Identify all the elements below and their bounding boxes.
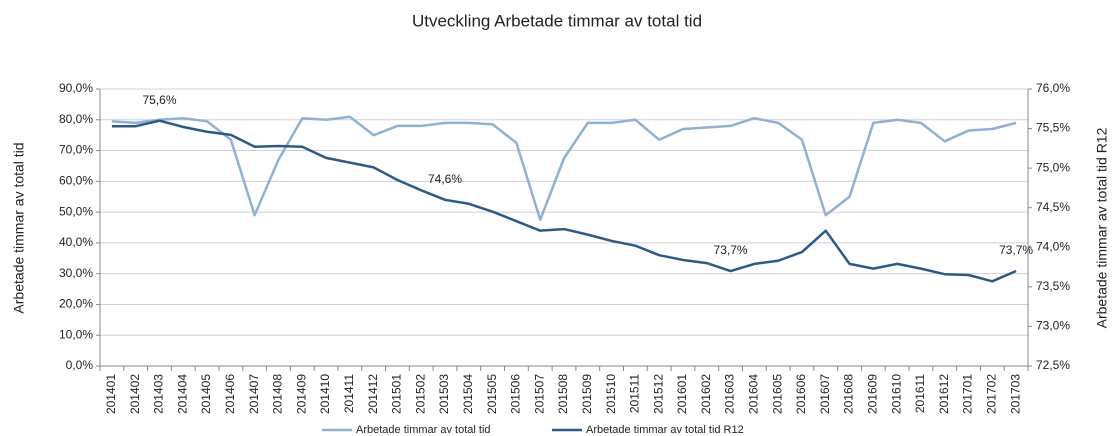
y-tick-label: 10,0%: [59, 327, 93, 341]
x-tick-label: 201701: [961, 374, 975, 414]
x-tick-label: 201609: [866, 374, 880, 414]
data-label: 73,7%: [714, 243, 748, 257]
y2-tick-label: 72,5%: [1036, 358, 1070, 372]
data-label: 75,6%: [142, 93, 176, 107]
x-tick-label: 201601: [675, 374, 689, 414]
x-tick-label: 201404: [175, 374, 189, 414]
x-tick-label: 201401: [104, 374, 118, 414]
x-tick-label: 201509: [580, 374, 594, 414]
x-tick-label: 201606: [794, 374, 808, 414]
x-tick-label: 201411: [342, 374, 356, 413]
y-tick-label: 90,0%: [59, 81, 93, 95]
data-label: 73,7%: [999, 243, 1033, 257]
data-label: 74,6%: [428, 172, 462, 186]
y-axis-title: Arbetade timmar av total tid: [11, 142, 27, 313]
x-tick-label: 201612: [937, 374, 951, 414]
x-tick-label: 201406: [223, 374, 237, 414]
series-line: [111, 115, 1017, 222]
x-tick-label: 201602: [699, 374, 713, 414]
y-tick-label: 50,0%: [59, 204, 93, 218]
x-tick-label: 201505: [485, 374, 499, 414]
y-tick-label: 0,0%: [66, 358, 94, 372]
series-line: [111, 119, 1017, 283]
x-tick-label: 201703: [1008, 374, 1022, 414]
x-tick-label: 201409: [294, 374, 308, 414]
y-tick-label: 80,0%: [59, 112, 93, 126]
y2-tick-label: 76,0%: [1036, 81, 1070, 95]
x-tick-label: 201407: [247, 374, 261, 414]
x-tick-label: 201511: [628, 374, 642, 413]
x-tick-label: 201504: [461, 374, 475, 414]
x-tick-label: 201402: [128, 374, 142, 414]
y-tick-label: 60,0%: [59, 174, 93, 188]
x-tick-label: 201608: [842, 374, 856, 414]
x-tick-label: 201611: [913, 374, 927, 413]
x-tick-label: 201605: [770, 374, 784, 414]
y2-tick-label: 75,0%: [1036, 160, 1070, 174]
x-tick-label: 201410: [318, 374, 332, 414]
y2-tick-label: 73,5%: [1036, 279, 1070, 293]
legend-label: Arbetade timmar av total tid: [356, 424, 491, 436]
x-tick-label: 201508: [556, 374, 570, 414]
y2-tick-label: 73,0%: [1036, 319, 1070, 333]
x-tick-label: 201506: [509, 374, 523, 414]
x-tick-label: 201502: [413, 374, 427, 414]
y-tick-label: 70,0%: [59, 143, 93, 157]
x-tick-label: 201702: [984, 374, 998, 414]
y-tick-label: 20,0%: [59, 297, 93, 311]
y2-tick-label: 75,5%: [1036, 121, 1070, 135]
x-tick-label: 201408: [271, 374, 285, 414]
x-tick-label: 201503: [437, 374, 451, 414]
x-tick-label: 201510: [604, 374, 618, 414]
y2-axis-title: Arbetade timmar av total tid R12: [1094, 127, 1110, 328]
legend-label: Arbetade timmar av total tid R12: [586, 424, 744, 436]
x-tick-label: 201607: [818, 374, 832, 414]
chart-title: Utveckling Arbetade timmar av total tid: [412, 11, 702, 30]
x-tick-label: 201604: [747, 374, 761, 414]
x-tick-label: 201610: [889, 374, 903, 414]
x-tick-label: 201512: [651, 374, 665, 414]
y-tick-label: 40,0%: [59, 235, 93, 249]
x-tick-label: 201405: [199, 374, 213, 414]
x-tick-label: 201507: [532, 374, 546, 414]
x-tick-label: 201603: [723, 374, 737, 414]
y2-tick-label: 74,5%: [1036, 200, 1070, 214]
y-tick-label: 30,0%: [59, 266, 93, 280]
x-tick-label: 201501: [390, 374, 404, 414]
y2-tick-label: 74,0%: [1036, 239, 1070, 253]
x-tick-label: 201403: [152, 374, 166, 414]
x-tick-label: 201412: [366, 374, 380, 414]
